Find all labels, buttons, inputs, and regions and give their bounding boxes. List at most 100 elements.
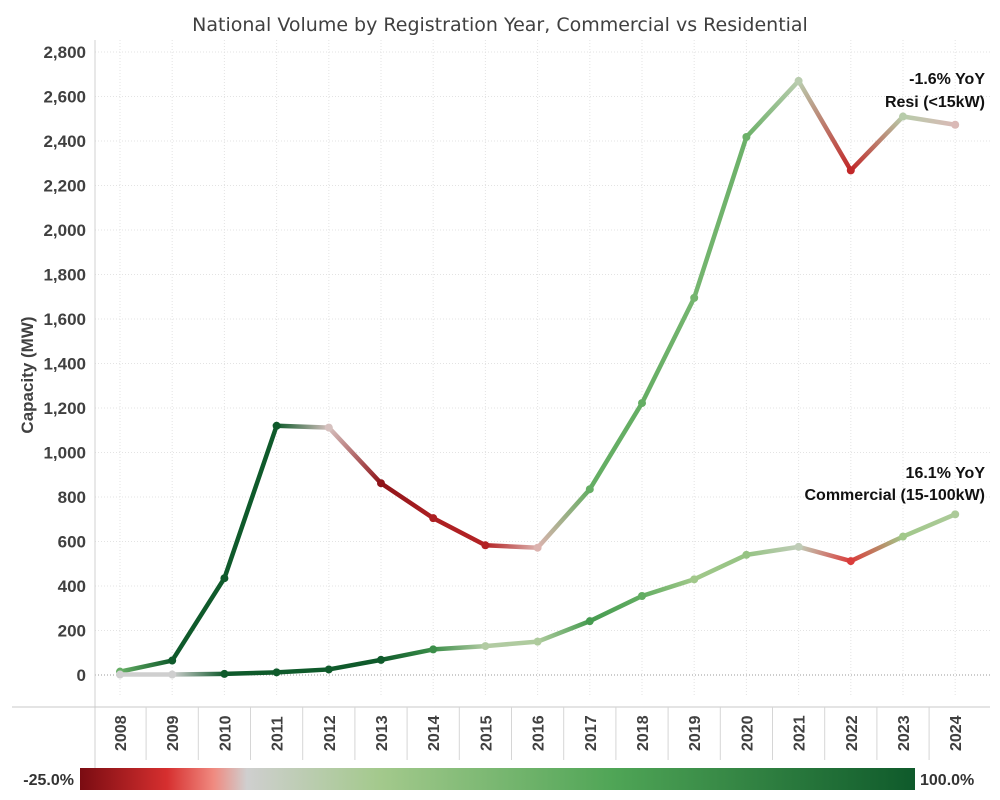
y-tick-label: 600 (58, 533, 86, 552)
data-point[interactable] (168, 656, 177, 665)
series-segment (326, 657, 384, 672)
series-segment (639, 295, 697, 406)
series-segment (587, 593, 645, 624)
x-tick-label: 2011 (270, 716, 287, 751)
annotation-yoy: 16.1% YoY (906, 465, 986, 482)
y-tick-label: 1,000 (43, 444, 86, 463)
data-point[interactable] (324, 665, 333, 674)
x-tick-label: 2012 (322, 715, 339, 751)
data-point[interactable] (116, 670, 124, 679)
data-point[interactable] (742, 132, 751, 141)
series-segment (587, 400, 645, 492)
series-segment (378, 480, 436, 521)
series-segment (744, 544, 801, 558)
series-segment (483, 639, 540, 649)
data-point[interactable] (794, 76, 803, 85)
series-segment (848, 114, 906, 173)
series-0 (116, 76, 960, 676)
data-point[interactable] (951, 510, 960, 519)
x-tick-label: 2018 (635, 715, 652, 751)
data-point[interactable] (220, 669, 229, 678)
x-tick-label: 2009 (165, 715, 182, 751)
data-point[interactable] (533, 543, 542, 552)
x-tick-label: 2014 (426, 715, 443, 751)
y-tick-label: 2,600 (43, 88, 86, 107)
data-point[interactable] (638, 592, 646, 601)
data-point[interactable] (324, 423, 333, 432)
axes: 0 200 400 600 800 1,000 1,200 1,400 1,600 1,800 2,… (12, 40, 990, 790)
series-1 (116, 510, 960, 679)
series-segment (691, 552, 749, 582)
x-tick-label: 2013 (374, 715, 391, 751)
x-tick-label: 2019 (687, 715, 704, 751)
color-legend: -25.0% 100.0% (23, 768, 974, 790)
grid (95, 40, 990, 695)
x-tick-label: 2023 (896, 715, 913, 751)
annotation-series: Commercial (15-100kW) (804, 487, 985, 504)
series-segment (169, 671, 227, 677)
data-point[interactable] (377, 479, 385, 488)
data-point[interactable] (899, 112, 907, 121)
annotation-yoy: -1.6% YoY (909, 71, 985, 88)
series-segment (535, 618, 593, 644)
y-tick-label: 1,200 (43, 399, 86, 418)
data-point[interactable] (846, 557, 855, 566)
x-tick-label: 2016 (531, 715, 548, 751)
x-tick-label: 2022 (844, 715, 861, 751)
chart-title: National Volume by Registration Year, Co… (192, 14, 808, 36)
data-point[interactable] (899, 532, 907, 541)
data-point[interactable] (533, 637, 542, 646)
x-tick-label: 2024 (948, 715, 965, 751)
annotation-series: Resi (<15kW) (885, 94, 985, 111)
series-segment (117, 658, 175, 674)
data-point[interactable] (272, 668, 281, 677)
series-segment (378, 647, 436, 663)
legend-min-label: -25.0% (23, 772, 74, 789)
y-tick-label: 2,200 (43, 177, 86, 196)
data-point[interactable] (429, 645, 438, 654)
data-point[interactable] (951, 120, 960, 129)
data-point[interactable] (690, 575, 699, 584)
series-segment (535, 486, 593, 550)
data-point[interactable] (220, 574, 229, 583)
data-point[interactable] (481, 541, 490, 550)
series-segment (796, 78, 854, 173)
y-tick-label: 1,800 (43, 266, 86, 285)
data-point[interactable] (377, 655, 385, 664)
data-point[interactable] (429, 514, 438, 523)
series-segment (169, 575, 227, 663)
series-segment (691, 134, 749, 301)
y-tick-label: 400 (58, 577, 86, 596)
y-tick-label: 800 (58, 488, 86, 507)
data-point[interactable] (585, 485, 594, 494)
series-segment (274, 423, 332, 430)
series-layer (116, 76, 960, 679)
x-tick-label: 2008 (113, 715, 130, 751)
legend-max-label: 100.0% (920, 772, 974, 789)
legend-gradient-bar (80, 768, 915, 790)
data-point[interactable] (638, 399, 646, 408)
x-tick-label: 2015 (478, 715, 495, 751)
series-segment (222, 423, 279, 581)
y-tick-label: 200 (58, 622, 86, 641)
series-segment (222, 670, 279, 677)
y-axis-title: Capacity (MW) (18, 316, 37, 433)
y-tick-label: 1,600 (43, 310, 86, 329)
series-segment (483, 543, 540, 550)
x-tick-label: 2017 (583, 715, 600, 751)
series-segment (430, 515, 488, 548)
y-tick-label: 2,000 (43, 221, 86, 240)
data-point[interactable] (585, 617, 594, 626)
series-segment (639, 577, 697, 599)
y-tick-label: 2,800 (43, 43, 86, 62)
data-point[interactable] (794, 542, 803, 551)
annotations: -1.6% YoY Resi (<15kW) 16.1% YoY Commercial… (804, 71, 985, 504)
data-point[interactable] (272, 421, 281, 430)
data-point[interactable] (481, 642, 490, 651)
data-point[interactable] (168, 670, 177, 679)
data-point[interactable] (742, 550, 751, 559)
x-tick-label: 2010 (217, 715, 234, 751)
data-point[interactable] (690, 293, 699, 302)
data-point[interactable] (846, 166, 855, 175)
